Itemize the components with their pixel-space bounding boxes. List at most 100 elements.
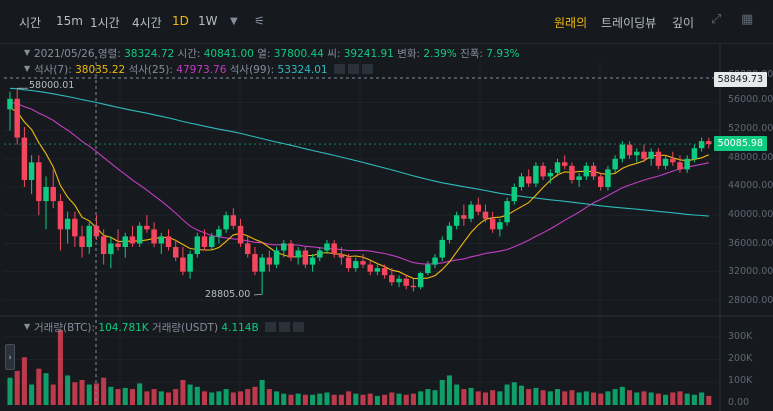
candle-body <box>648 151 654 159</box>
ma-info: 석사(7): 38035.22 석사(25): 47973.76 석사(99):… <box>34 62 373 77</box>
volume-axis-label: 100K <box>728 375 753 386</box>
volume-bar <box>432 390 438 405</box>
candle-body <box>151 229 157 244</box>
candle-body <box>122 236 129 247</box>
volume-bar <box>7 377 13 405</box>
grid-icon[interactable]: ▦ <box>741 12 754 27</box>
volume-bar <box>439 380 445 405</box>
candle-body <box>201 236 208 247</box>
candle-body <box>331 243 337 255</box>
candle-body <box>180 257 186 272</box>
candle-body <box>216 229 222 237</box>
volume-bar <box>173 389 179 405</box>
volume-bar <box>605 391 611 405</box>
sliders-icon[interactable]: ⚟ <box>254 14 265 28</box>
settings-icon[interactable] <box>347 64 359 74</box>
volume-bar <box>57 330 63 405</box>
volume-bar <box>36 368 42 405</box>
candle-body <box>72 218 78 237</box>
collapse-ohlc-icon[interactable]: ▼ <box>24 48 31 57</box>
candle-body <box>461 215 467 219</box>
tab-depth[interactable]: 깊이 <box>672 16 695 30</box>
candle-body <box>194 236 201 255</box>
ma7-line <box>9 107 710 280</box>
eye-icon[interactable] <box>265 322 277 332</box>
candle-body <box>605 169 611 187</box>
volume-bar <box>310 394 316 405</box>
candle-body <box>533 165 539 184</box>
collapse-volume-icon[interactable]: ▼ <box>24 322 31 331</box>
candle-body <box>158 236 165 244</box>
close-label: 씨: <box>327 48 341 60</box>
ma7-value: 38035.22 <box>75 64 126 76</box>
candle-body <box>172 246 179 258</box>
volume-bar <box>367 393 373 405</box>
close-value: 39241.91 <box>343 48 394 60</box>
volume-bar <box>43 373 49 405</box>
settings-icon[interactable] <box>279 322 291 332</box>
candle-body <box>252 254 258 272</box>
interval-1w[interactable]: 1W <box>198 14 218 28</box>
price-axis-label: 48000.00 <box>728 152 773 163</box>
volume-bar <box>72 382 78 405</box>
volume-bar <box>670 392 676 405</box>
interval-15m[interactable]: 15m <box>56 14 83 28</box>
candle-body <box>295 250 301 258</box>
caret-down-icon[interactable]: ▼ <box>230 16 238 27</box>
close-icon[interactable] <box>293 322 305 332</box>
candle-body <box>324 243 330 251</box>
candle-body <box>108 243 114 255</box>
volume-bar <box>648 392 654 405</box>
volume-bar <box>86 384 92 405</box>
close-icon[interactable] <box>361 64 373 74</box>
volume-bar <box>201 391 208 405</box>
volume-bar <box>194 386 200 405</box>
ma99-line <box>9 87 709 217</box>
volume-bar <box>252 386 258 405</box>
volume-bar <box>612 389 618 405</box>
interval-time[interactable]: 시간 <box>19 16 42 30</box>
candle-body <box>244 243 251 255</box>
collapse-ma-icon[interactable]: ▼ <box>24 64 31 73</box>
interval-1h[interactable]: 1시간 <box>90 16 120 30</box>
volume-bar <box>706 395 712 405</box>
volume-bar <box>101 377 107 405</box>
eye-icon[interactable] <box>333 64 345 74</box>
tab-original[interactable]: 원래의 <box>554 16 588 30</box>
price-axis-label: 36000.00 <box>728 238 773 249</box>
expand-side-button[interactable]: › <box>5 344 15 370</box>
volume-axis-label: 200K <box>728 353 753 364</box>
volume-bar <box>151 389 157 405</box>
interval-4h[interactable]: 4시간 <box>132 16 162 30</box>
candle-body <box>14 98 20 138</box>
volume-btc-value: 104.781K <box>98 322 149 334</box>
tab-tradingview[interactable]: 트레이딩뷰 <box>601 16 657 30</box>
candle-body <box>345 257 352 269</box>
candle-body <box>706 141 712 145</box>
candle-body <box>417 273 424 288</box>
candle-body <box>396 278 402 283</box>
candle-body <box>569 165 575 180</box>
ma25-value: 47973.76 <box>176 64 227 76</box>
candle-body <box>100 236 107 255</box>
ma25-line <box>9 101 709 265</box>
volume-bar <box>634 392 640 405</box>
change-label: 변화: <box>397 48 421 60</box>
candle-body <box>547 172 554 177</box>
candle-body <box>273 250 280 265</box>
volume-bar <box>641 391 647 405</box>
volume-bar <box>446 375 452 405</box>
expand-icon[interactable]: ⤢ <box>711 12 722 27</box>
candle-body <box>302 250 309 265</box>
candle-body <box>475 204 482 212</box>
volume-bar <box>374 395 380 405</box>
candle-body <box>698 141 705 149</box>
candle-body <box>425 264 431 274</box>
candle-body <box>583 165 590 177</box>
interval-1d[interactable]: 1D <box>172 14 189 28</box>
volume-bar <box>691 394 697 405</box>
candle-body <box>86 225 92 247</box>
low-annotation-leader <box>253 293 263 296</box>
volume-bar <box>382 394 388 405</box>
